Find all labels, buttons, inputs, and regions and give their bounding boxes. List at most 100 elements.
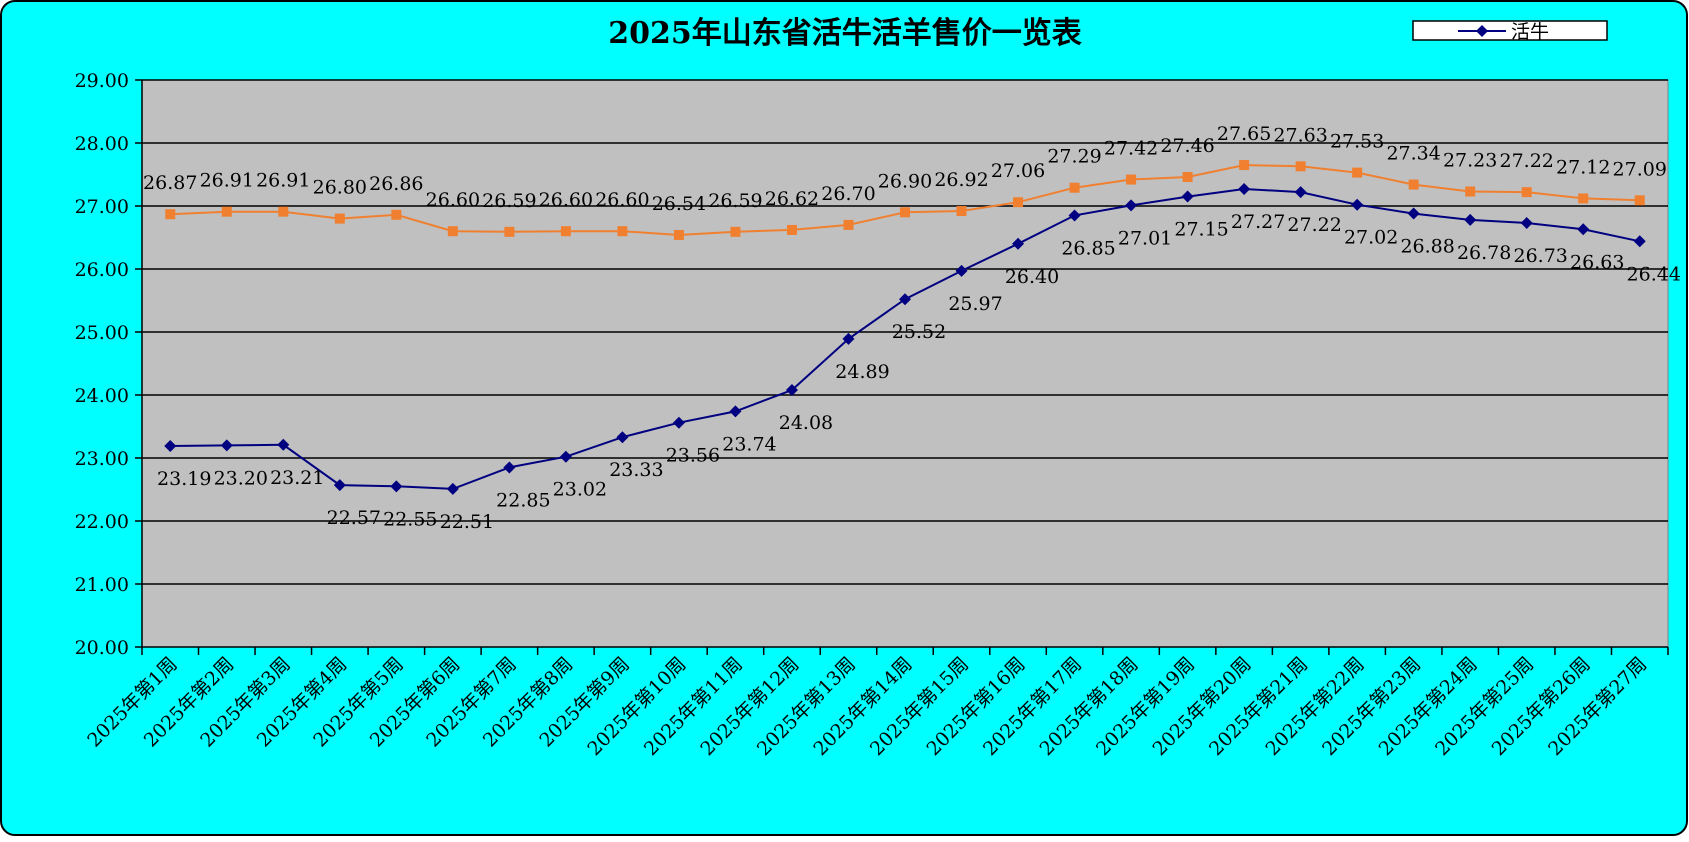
data-label: 27.22 [1500, 150, 1554, 172]
y-tick-labels: 20.00 21.00 22.00 23.00 24.00 25.00 26.00 27.00… [75, 70, 129, 659]
y-tick-label: 23.00 [75, 448, 129, 470]
data-point [559, 450, 572, 463]
data-label: 27.01 [1118, 227, 1172, 249]
legend-box [1412, 20, 1608, 41]
data-point [1294, 186, 1307, 199]
data-label: 24.89 [835, 361, 889, 383]
data-label: 26.78 [1457, 242, 1511, 264]
data-point [164, 440, 177, 453]
data-label: 27.09 [1613, 158, 1667, 180]
data-label: 22.57 [327, 507, 381, 529]
data-point [334, 213, 345, 224]
data-point [1465, 186, 1476, 197]
data-label: 22.85 [496, 489, 550, 511]
data-point [1577, 223, 1590, 236]
data-point [1408, 179, 1419, 190]
data-label: 26.44 [1627, 263, 1681, 285]
data-point [616, 431, 629, 444]
data-label: 27.63 [1273, 124, 1327, 146]
data-label: 23.74 [722, 433, 776, 455]
data-point [221, 206, 232, 217]
data-label: 23.19 [157, 468, 211, 490]
data-point [1126, 174, 1137, 185]
data-label: 27.34 [1386, 143, 1440, 165]
data-label: 27.12 [1556, 156, 1610, 178]
data-point [1407, 207, 1420, 220]
gridlines [142, 79, 1668, 585]
data-point [955, 264, 968, 277]
y-tick-label: 29.00 [75, 70, 129, 92]
data-label: 23.33 [609, 459, 663, 481]
data-point [843, 219, 854, 230]
data-label: 26.59 [708, 190, 762, 212]
data-point [1520, 217, 1533, 230]
data-point [785, 383, 798, 396]
data-label: 26.91 [256, 170, 310, 192]
legend-series-marker [1476, 25, 1488, 37]
legend-series-label: 活牛 [1511, 21, 1549, 43]
data-label: 22.55 [383, 508, 437, 530]
data-label: 27.15 [1174, 219, 1228, 241]
data-label: 26.91 [200, 170, 254, 192]
legend: 活牛 [1412, 20, 1608, 43]
y-tick-label: 22.00 [75, 511, 129, 533]
data-label: 26.59 [482, 190, 536, 212]
y-tick-label: 21.00 [75, 574, 129, 596]
data-point [1012, 237, 1025, 250]
data-label: 26.90 [878, 170, 932, 192]
data-label: 26.70 [821, 183, 875, 205]
data-point [1521, 187, 1532, 198]
data-point [673, 229, 684, 240]
data-label: 26.54 [652, 193, 706, 215]
data-point [504, 226, 515, 237]
data-label: 27.46 [1160, 135, 1214, 157]
data-label: 26.60 [595, 189, 649, 211]
data-label: 27.23 [1443, 150, 1497, 172]
data-point [1238, 182, 1251, 195]
y-tick-label: 27.00 [75, 196, 129, 218]
data-label: 27.06 [991, 160, 1045, 182]
data-point [560, 226, 571, 237]
data-label: 23.20 [214, 467, 268, 489]
data-label: 26.62 [765, 188, 819, 210]
data-point [1578, 193, 1589, 204]
data-label: 26.40 [1005, 266, 1059, 288]
data-label: 26.86 [369, 173, 423, 195]
data-label: 26.60 [539, 189, 593, 211]
data-point [1239, 160, 1250, 171]
data-point [1068, 209, 1081, 222]
data-label: 22.51 [440, 511, 494, 533]
chart-title: 2025年山东省活牛活羊售价一览表 [608, 16, 1082, 51]
data-label: 26.63 [1570, 251, 1624, 273]
data-label: 26.88 [1400, 236, 1454, 258]
data-label: 25.52 [892, 321, 946, 343]
data-point [333, 479, 346, 492]
data-point [1013, 197, 1024, 208]
data-point [446, 482, 459, 495]
data-point [1069, 182, 1080, 193]
data-point [956, 206, 967, 217]
data-point [786, 224, 797, 235]
data-label: 23.56 [666, 445, 720, 467]
axes [135, 79, 1669, 655]
data-label: 27.42 [1104, 138, 1158, 160]
data-label: 26.60 [426, 189, 480, 211]
data-point [1182, 172, 1193, 183]
data-point [672, 416, 685, 429]
data-label: 23.21 [270, 467, 324, 489]
y-tick-label: 26.00 [75, 259, 129, 281]
series [164, 160, 1646, 495]
y-tick-label: 20.00 [75, 637, 129, 659]
data-point [1351, 198, 1364, 211]
data-point [278, 206, 289, 217]
data-point [1464, 213, 1477, 226]
data-label: 26.73 [1514, 245, 1568, 267]
data-label: 27.27 [1231, 211, 1285, 233]
data-point [842, 332, 855, 345]
data-label: 27.53 [1330, 131, 1384, 153]
data-point [391, 209, 402, 220]
y-tick-label: 28.00 [75, 133, 129, 155]
data-point [1634, 195, 1645, 206]
